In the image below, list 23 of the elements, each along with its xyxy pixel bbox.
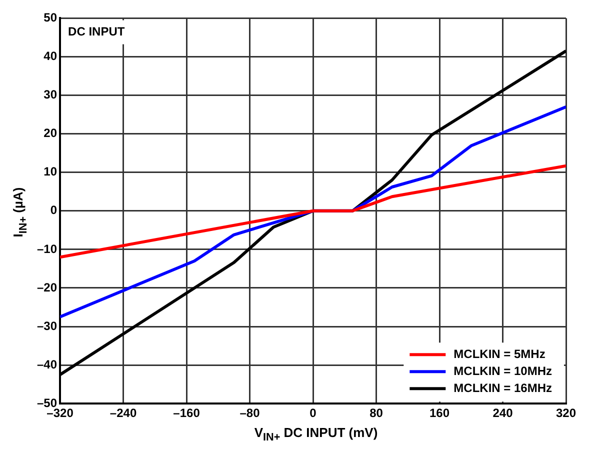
legend-label: MCLKIN = 10MHz	[454, 364, 552, 378]
y-tick-label: –10	[36, 242, 58, 256]
legend-label: MCLKIN = 5MHz	[454, 346, 546, 361]
y-tick-label: 20	[44, 126, 58, 140]
y-tick-label: –20	[36, 280, 58, 294]
y-tick-label: 10	[44, 164, 58, 179]
x-tick-label: 0	[310, 406, 317, 420]
y-tick-label: 0	[50, 203, 58, 218]
annotation: DC INPUT	[68, 24, 126, 39]
x-tick-label: 240	[492, 406, 514, 420]
y-tick-label: –30	[36, 318, 58, 333]
x-tick-label: –80	[240, 406, 260, 420]
x-tick-label: –240	[110, 406, 137, 420]
y-tick-label: 50	[44, 10, 58, 25]
y-tick-label: 30	[44, 88, 58, 102]
legend-label: MCLKIN = 16MHz	[454, 380, 552, 395]
x-tick-label: 320	[556, 406, 576, 420]
y-tick-label: 40	[44, 49, 58, 64]
x-tick-label: 160	[429, 406, 450, 420]
x-tick-label: –160	[173, 406, 200, 420]
y-tick-label: –40	[36, 357, 58, 372]
x-axis-title: V$_{IN+}$ DC INPUT (mV)	[253, 425, 379, 444]
x-tick-label: 80	[370, 406, 384, 420]
